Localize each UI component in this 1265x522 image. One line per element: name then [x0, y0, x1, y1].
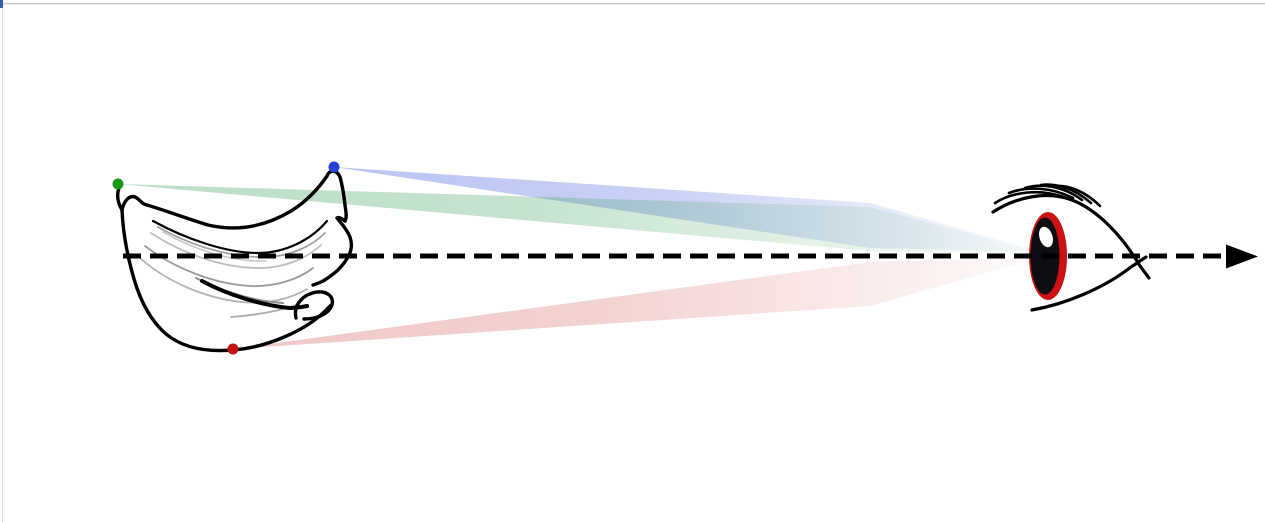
object-points-group	[112, 161, 340, 355]
eye-highlight	[1039, 226, 1053, 248]
banana-outline	[115, 169, 354, 353]
blue-object-point	[328, 161, 340, 173]
corner-caret-mark	[0, 0, 3, 8]
eyelashes	[993, 183, 1102, 208]
axis-arrowhead-icon	[1226, 244, 1258, 269]
red-object-point	[227, 343, 239, 355]
eye-drawing	[991, 183, 1151, 312]
banana-bunch-drawing	[115, 169, 354, 353]
top-border-line	[0, 3, 1265, 5]
optical-axis-group	[123, 244, 1258, 269]
left-border-line	[2, 3, 3, 522]
eye-upper-lid	[991, 193, 1151, 280]
eye-lower-lid	[1030, 255, 1148, 312]
red-light-beam	[233, 257, 1042, 349]
green-object-point	[112, 178, 124, 190]
green-light-beam	[118, 184, 1044, 254]
eye-outline	[991, 183, 1151, 312]
light-beams-group	[118, 167, 1044, 349]
